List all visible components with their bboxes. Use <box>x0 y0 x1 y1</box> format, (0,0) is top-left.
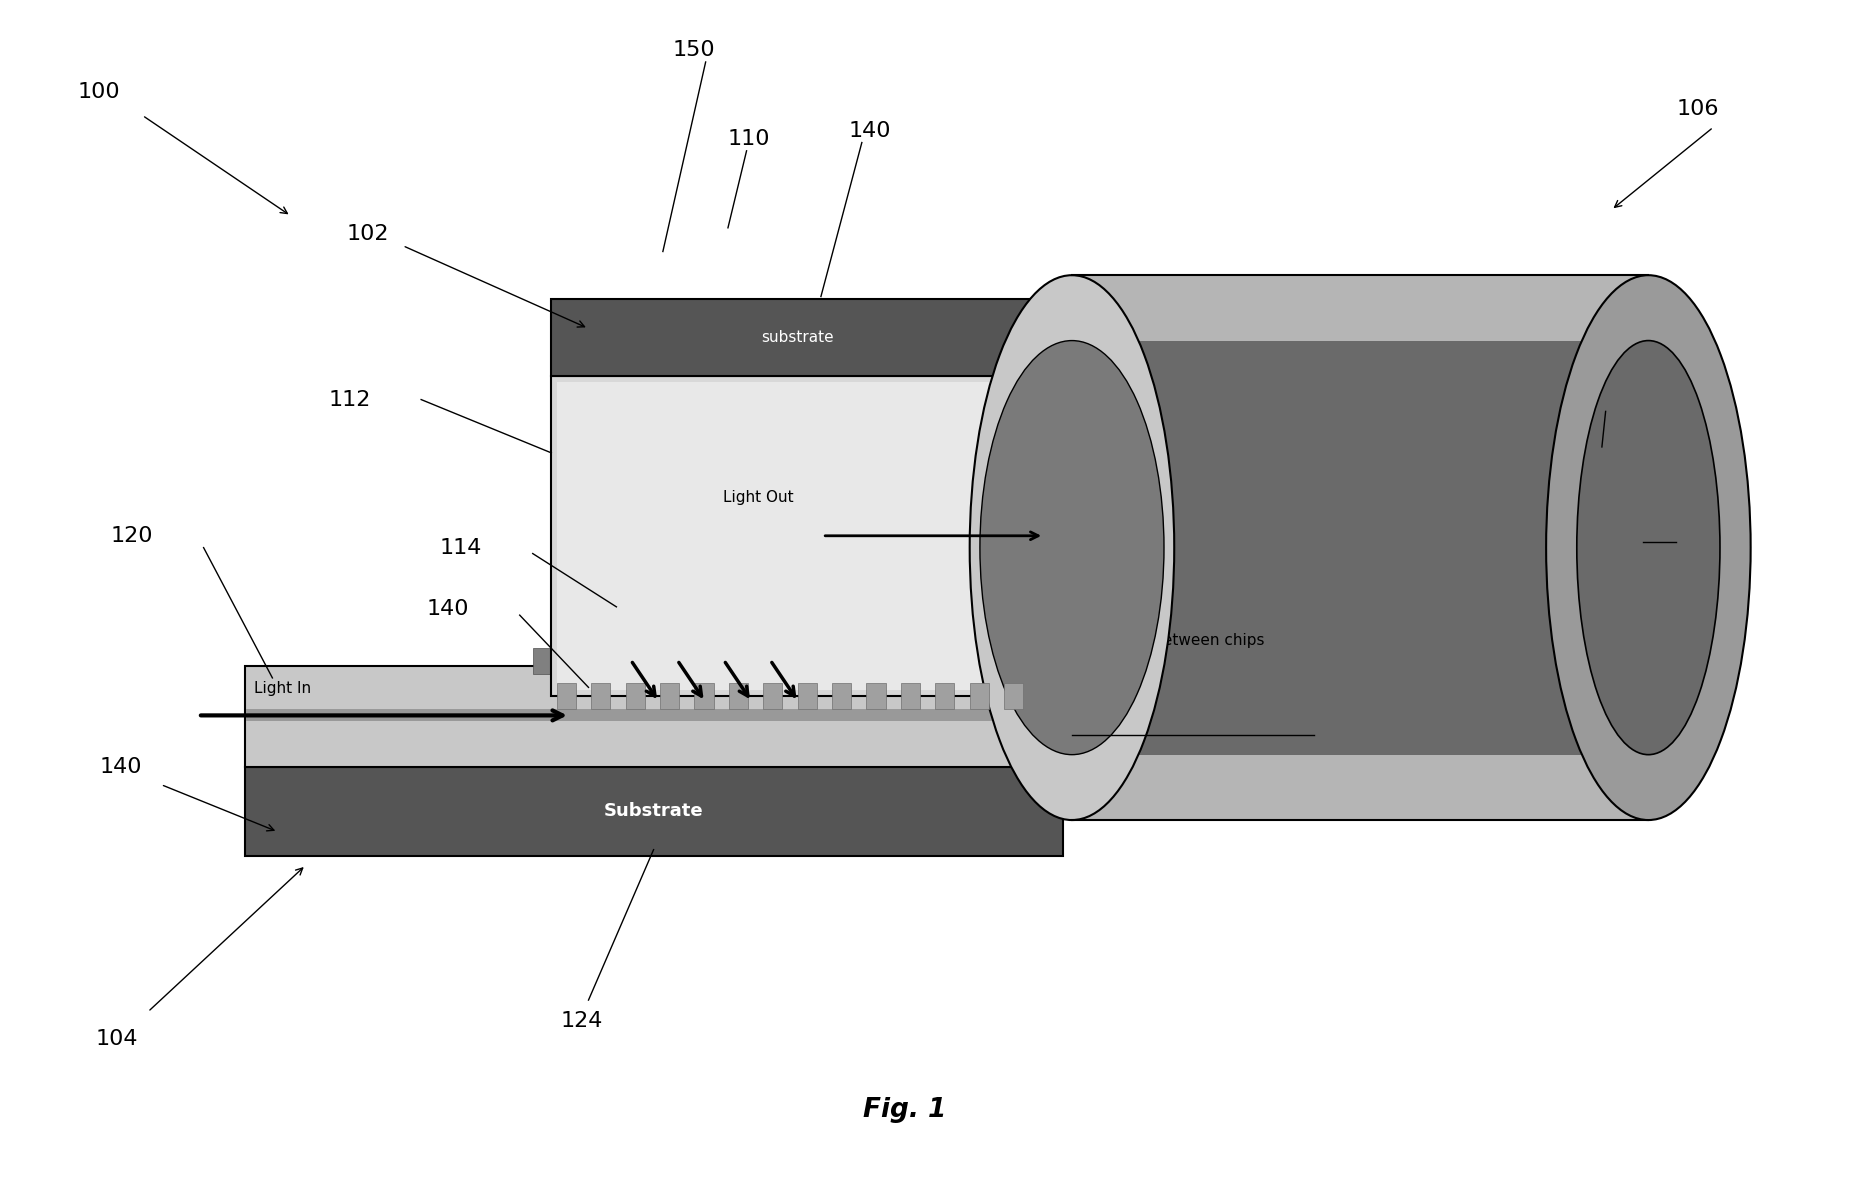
Text: 124: 124 <box>561 1012 602 1032</box>
Bar <box>533 647 550 674</box>
Bar <box>557 683 576 709</box>
Text: 130: 130 <box>1676 532 1719 552</box>
Text: substrate: substrate <box>761 330 833 345</box>
Text: 140: 140 <box>848 120 891 140</box>
Bar <box>624 683 645 709</box>
Bar <box>969 683 988 709</box>
Bar <box>783 647 802 674</box>
Bar <box>1003 647 1020 674</box>
Text: 122: 122 <box>1312 733 1355 753</box>
Bar <box>729 683 747 709</box>
Ellipse shape <box>969 275 1174 820</box>
Bar <box>563 647 582 674</box>
Bar <box>762 683 783 709</box>
Bar <box>244 666 1062 766</box>
Bar <box>591 683 610 709</box>
Ellipse shape <box>1575 340 1719 754</box>
Bar <box>934 683 954 709</box>
Text: 112: 112 <box>328 389 371 409</box>
Bar <box>557 382 1038 690</box>
Bar <box>878 647 895 674</box>
Bar <box>246 709 1061 721</box>
Bar <box>690 647 706 674</box>
Bar <box>1003 683 1023 709</box>
Bar <box>910 647 926 674</box>
Text: Light Out: Light Out <box>723 490 794 505</box>
Bar <box>552 299 1044 376</box>
Text: Substrate: Substrate <box>604 802 703 820</box>
Text: 100: 100 <box>76 82 119 101</box>
Bar <box>626 647 643 674</box>
Bar <box>867 683 885 709</box>
Bar <box>815 647 831 674</box>
Text: Coupling between chips: Coupling between chips <box>1081 633 1264 649</box>
Bar <box>693 683 714 709</box>
Bar <box>660 683 678 709</box>
Text: 106: 106 <box>1676 100 1719 119</box>
Ellipse shape <box>1545 275 1750 820</box>
Text: 150: 150 <box>671 40 714 61</box>
Bar <box>1072 340 1648 754</box>
Bar <box>798 683 816 709</box>
Text: 140: 140 <box>99 757 142 777</box>
Text: 114: 114 <box>440 538 483 558</box>
Bar <box>244 766 1062 856</box>
Bar <box>751 647 770 674</box>
Bar <box>900 683 919 709</box>
Bar <box>971 647 990 674</box>
Text: Light In: Light In <box>254 681 311 696</box>
Ellipse shape <box>979 340 1163 754</box>
Bar <box>552 376 1044 696</box>
Text: 104: 104 <box>95 1029 138 1050</box>
Text: 120: 120 <box>110 526 153 546</box>
Text: 102: 102 <box>347 224 390 244</box>
Text: Fig. 1: Fig. 1 <box>863 1097 945 1123</box>
Bar <box>1072 275 1648 820</box>
Text: 132: 132 <box>1601 389 1644 409</box>
Text: 110: 110 <box>727 129 770 149</box>
Bar <box>658 647 675 674</box>
Bar <box>721 647 738 674</box>
Bar <box>846 647 863 674</box>
Bar <box>831 683 850 709</box>
Bar <box>939 647 958 674</box>
Text: 140: 140 <box>427 600 470 619</box>
Bar <box>595 647 613 674</box>
